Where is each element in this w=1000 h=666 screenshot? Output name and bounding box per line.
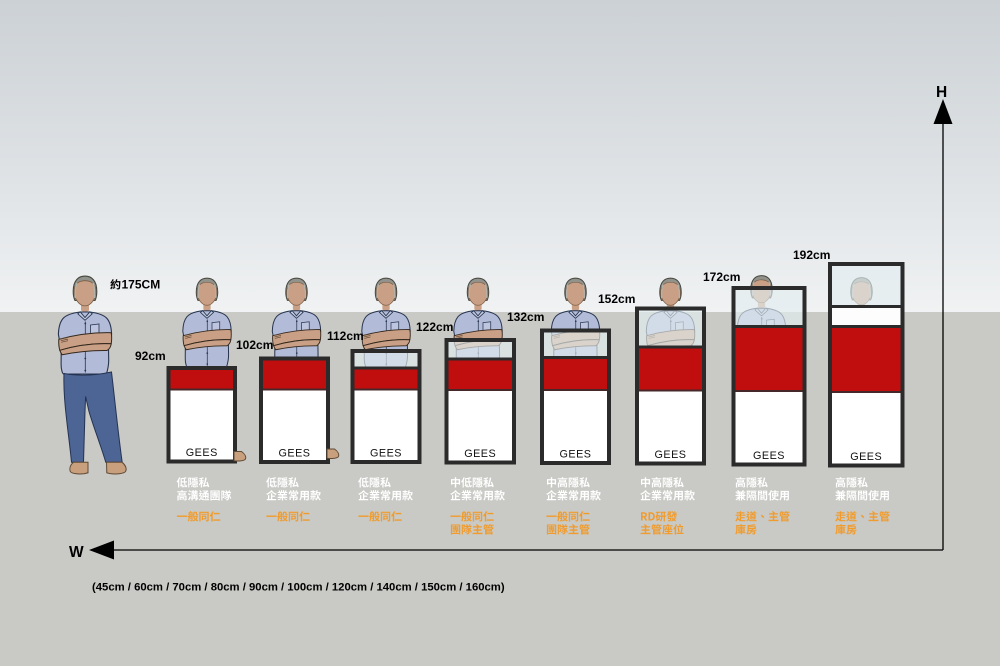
svg-text:192cm: 192cm [793, 248, 830, 262]
svg-text:H: H [936, 84, 947, 101]
svg-text:(45cm / 60cm / 70cm / 80cm / 9: (45cm / 60cm / 70cm / 80cm / 90cm / 100c… [92, 582, 505, 594]
svg-text:132cm: 132cm [507, 310, 544, 324]
svg-text:92cm: 92cm [135, 349, 166, 363]
svg-text:GEES: GEES [559, 449, 591, 461]
svg-text:152cm: 152cm [598, 292, 635, 306]
svg-text:GEES: GEES [753, 450, 785, 462]
svg-text:GEES: GEES [464, 448, 496, 460]
svg-text:112cm: 112cm [327, 329, 364, 343]
svg-text:GEES: GEES [370, 448, 402, 460]
svg-text:175CM: 175CM [122, 278, 161, 292]
svg-text:GEES: GEES [186, 447, 218, 459]
svg-text:GEES: GEES [278, 448, 310, 460]
svg-text:122cm: 122cm [416, 320, 453, 334]
svg-text:172cm: 172cm [703, 270, 740, 284]
svg-text:GEES: GEES [654, 449, 686, 461]
svg-text:GEES: GEES [850, 451, 882, 463]
svg-text:W: W [69, 544, 84, 561]
svg-text:102cm: 102cm [236, 338, 273, 352]
